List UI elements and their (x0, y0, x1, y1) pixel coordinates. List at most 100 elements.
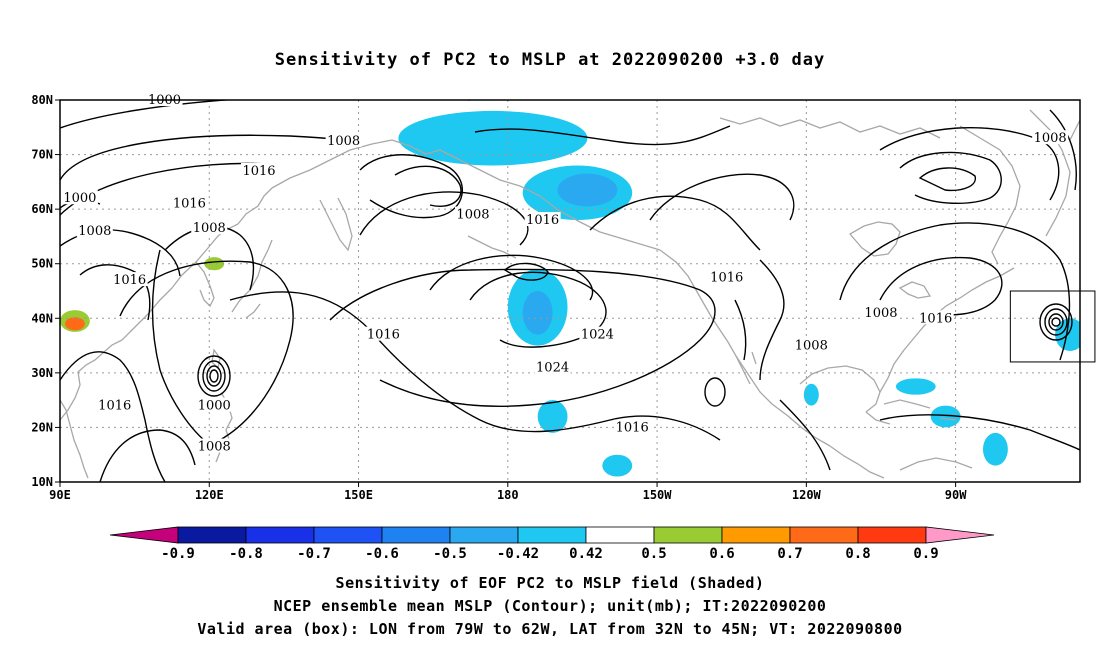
isobar-1016-greenland (1049, 109, 1077, 191)
caption-line-3: Valid area (box): LON from 79W to 62W, L… (197, 620, 903, 638)
isobar-1016-south-asia (60, 351, 166, 482)
isobar-1024-atlantic (879, 256, 1003, 316)
hurricane-ring-3 (1048, 313, 1064, 331)
colorbar-segment (381, 526, 451, 544)
isobar-label: 1008 (864, 306, 897, 321)
chart-title: Sensitivity of PC2 to MSLP at 2022090200… (274, 50, 826, 70)
isobar-label: 1016 (919, 311, 952, 326)
isobar-label-bg (61, 190, 98, 205)
korea-coast (195, 261, 215, 308)
caribbean-islands (883, 399, 957, 421)
sensitivity-shading (803, 383, 819, 406)
isobar-1024-high (469, 271, 607, 348)
caption-line-2: NCEP ensemble mean MSLP (Contour); unit(… (273, 597, 827, 615)
sensitivity-shading (537, 400, 568, 433)
plot-frame (59, 99, 1081, 483)
isobar-label-bg (793, 337, 830, 352)
greenland-coast (1029, 109, 1080, 237)
isobar-ring-east-pacific (704, 377, 726, 407)
isobar-label: 1008 (193, 221, 226, 236)
isobar-label-bg (325, 132, 362, 147)
isobar-label-bg (196, 438, 233, 453)
isobar-1024-inner (503, 262, 549, 281)
lat-tick-label: 40N (31, 311, 53, 325)
colorbar-label: 0.8 (845, 546, 870, 562)
isobar-label: 1016 (526, 213, 559, 228)
isobar-label: 1016 (98, 399, 131, 414)
isobar-label-bg (862, 304, 899, 319)
isobar-label-bg (708, 269, 745, 284)
isobar-label-bg (579, 326, 616, 341)
sensitivity-shading (398, 110, 588, 166)
sensitivity-shading (895, 378, 936, 395)
isobar-label: 1016 (616, 420, 649, 435)
sensitivity-shading (557, 173, 618, 207)
isobar-1016-central-america (779, 399, 831, 471)
aleutians (467, 235, 517, 259)
isobar-label: 1016 (242, 164, 275, 179)
lon-tick-label: 180 (497, 488, 519, 502)
isobar-1000-north (60, 100, 470, 129)
lat-tick-label: 70N (31, 148, 53, 162)
isobar-label-bg (111, 272, 148, 287)
sensitivity-shading (522, 291, 553, 335)
colorbar-segment (789, 526, 859, 544)
isobar-label: 1016 (367, 328, 400, 343)
lon-tick-label: 150E (344, 488, 373, 502)
lon-tick-label: 90W (945, 488, 967, 502)
colorbar-segment (653, 526, 723, 544)
colorbar-label: 0.42 (569, 546, 603, 562)
lon-tick-label: 120E (195, 488, 224, 502)
great-lakes (898, 281, 932, 299)
colorbar-segment (313, 526, 383, 544)
colorbar-segment (721, 526, 791, 544)
colorbar-label: -0.5 (433, 546, 467, 562)
lat-tick-label: 30N (31, 366, 53, 380)
lat-tick-label: 50N (31, 257, 53, 271)
isobar-1008-canada-low (899, 151, 1002, 205)
colorbar: -0.9 -0.8 -0.7 -0.6 -0.5 -0.42 0.42 0.5 0.6 0.7 0.… (109, 526, 995, 562)
asia-coastline (60, 187, 273, 421)
typhoon-ring-1 (197, 355, 231, 397)
canadian-archipelago (719, 117, 1021, 265)
isobar-1008-north-pacific (474, 125, 731, 146)
isobar-1008-low-na (759, 259, 785, 381)
isobar-1016-north-america (589, 195, 761, 251)
colorbar-label: -0.7 (297, 546, 331, 562)
isobar-label: 1016 (113, 273, 146, 288)
lon-tick-label: 120W (792, 488, 822, 502)
isobar-1016-pacific-high (329, 268, 716, 407)
isobar-label-bg (96, 397, 133, 412)
isobar-1008-southwest (734, 299, 747, 361)
lon-tick-label: 90E (49, 488, 71, 502)
isobar-label-bg (196, 397, 233, 412)
sensitivity-shading (982, 432, 1008, 466)
typhoon-ring-4 (209, 369, 219, 383)
colorbar-segment (585, 526, 655, 544)
isobar-label-bg (524, 212, 561, 227)
hurricane-ring-1 (1039, 303, 1073, 341)
isobar-1008-kamchatka (359, 154, 463, 219)
isobar-1016-canada (879, 126, 1060, 201)
caption-line-1: Sensitivity of EOF PC2 to MSLP field (Sh… (335, 574, 765, 592)
isobar-label-bg (917, 310, 954, 325)
isobar-label-bg (171, 195, 208, 210)
map-figure: 1000 1008 1008 1016 1016 1000 1008 1008 1008 1016… (31, 92, 1096, 562)
siberia-coast (271, 139, 461, 189)
colorbar-label: 0.5 (641, 546, 666, 562)
colorbar-left-triangle (109, 526, 179, 544)
isobar-1008-south-asia (99, 429, 196, 482)
alaska-coast (459, 159, 661, 251)
japan-coast (231, 239, 273, 319)
isobar-label-bg (241, 162, 278, 177)
isobar-1016-south-atlantic (879, 414, 1080, 451)
sensitivity-shading (602, 454, 633, 477)
colorbar-label: -0.6 (365, 546, 399, 562)
isobar-label: 1024 (536, 360, 569, 375)
baja-california (735, 351, 757, 385)
colorbar-label: 0.9 (913, 546, 938, 562)
lat-tick-label: 20N (31, 420, 53, 434)
isobar-label: 1008 (795, 339, 828, 354)
sensitivity-shading (930, 405, 961, 428)
isobar-label: 1024 (581, 328, 614, 343)
